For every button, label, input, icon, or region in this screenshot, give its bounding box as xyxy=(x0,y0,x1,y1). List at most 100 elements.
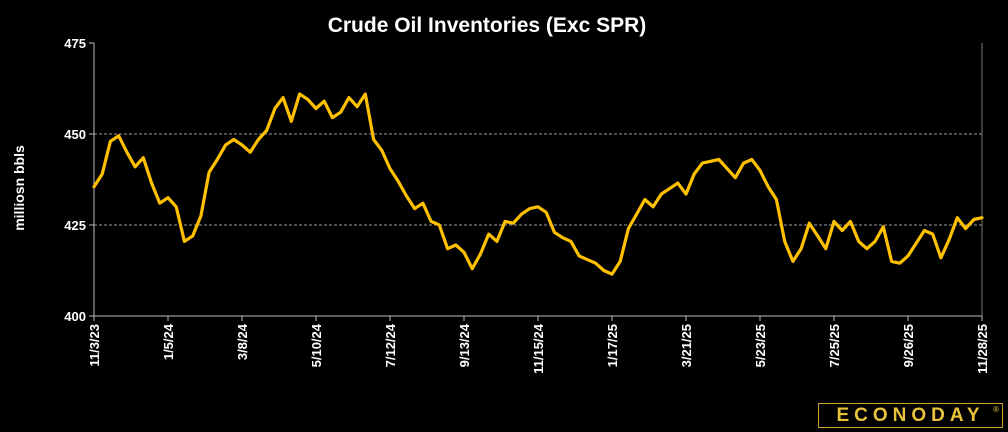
x-tick-label-5: 9/13/24 xyxy=(457,323,472,367)
data-point-106 xyxy=(964,227,967,230)
data-point-47 xyxy=(479,253,482,255)
x-tick-label-12: 11/28/25 xyxy=(975,324,990,374)
data-point-52 xyxy=(520,213,523,215)
data-point-19 xyxy=(249,151,252,153)
data-point-96 xyxy=(882,226,885,228)
series-line xyxy=(92,92,984,276)
data-point-99 xyxy=(907,255,909,257)
data-point-105 xyxy=(956,216,959,219)
data-point-25 xyxy=(298,93,301,95)
data-point-89 xyxy=(824,247,827,250)
data-point-81 xyxy=(759,169,761,172)
data-point-39 xyxy=(413,207,416,210)
data-point-38 xyxy=(405,195,408,197)
data-point-59 xyxy=(578,255,580,257)
data-point-22 xyxy=(274,107,276,110)
data-point-102 xyxy=(931,233,934,235)
data-point-53 xyxy=(528,207,531,210)
data-point-23 xyxy=(282,96,284,99)
x-tick-label-7: 1/17/25 xyxy=(605,324,620,367)
econoday-logo: ECONODAY ® xyxy=(818,403,1003,428)
data-point-83 xyxy=(775,198,778,201)
data-point-86 xyxy=(800,247,802,250)
data-point-68 xyxy=(652,206,654,208)
data-point-11 xyxy=(183,240,186,243)
data-point-30 xyxy=(339,111,342,113)
data-point-28 xyxy=(323,100,326,103)
logo-registered-mark: ® xyxy=(993,405,999,414)
data-point-79 xyxy=(742,162,745,164)
data-point-67 xyxy=(644,198,646,201)
data-point-41 xyxy=(430,220,432,223)
data-point-40 xyxy=(422,202,424,204)
data-point-48 xyxy=(487,233,490,235)
data-point-49 xyxy=(496,240,498,243)
y-tick-label-475: 475 xyxy=(64,36,86,51)
data-point-73 xyxy=(693,173,696,175)
data-point-69 xyxy=(660,193,663,195)
x-tick-label-6: 11/15/24 xyxy=(531,323,546,374)
x-tick-label-1: 1/5/24 xyxy=(161,323,176,360)
data-point-56 xyxy=(553,231,556,234)
data-point-54 xyxy=(537,206,539,208)
data-point-92 xyxy=(849,220,852,223)
x-tick-label-2: 3/8/24 xyxy=(235,323,250,360)
x-tick-label-4: 7/12/24 xyxy=(383,323,398,367)
data-point-58 xyxy=(570,240,572,243)
data-point-45 xyxy=(463,251,465,254)
data-point-90 xyxy=(833,220,835,223)
data-point-5 xyxy=(134,165,136,168)
data-point-108 xyxy=(981,216,983,219)
data-point-50 xyxy=(504,220,506,223)
x-tick-label-9: 5/23/25 xyxy=(753,324,768,367)
data-point-13 xyxy=(200,215,202,217)
data-point-100 xyxy=(915,242,918,244)
data-point-7 xyxy=(150,182,153,184)
data-point-72 xyxy=(685,193,687,195)
x-tick-label-10: 7/25/25 xyxy=(827,324,842,367)
data-point-101 xyxy=(923,229,926,232)
data-point-70 xyxy=(668,187,671,190)
logo-text: ECONODAY xyxy=(836,404,985,426)
data-point-85 xyxy=(792,260,794,263)
x-tick-label-11: 9/26/25 xyxy=(901,324,916,367)
data-point-42 xyxy=(438,224,441,226)
data-point-32 xyxy=(356,105,358,108)
y-tick-label-450: 450 xyxy=(64,127,86,142)
data-point-10 xyxy=(175,206,178,208)
data-point-21 xyxy=(265,129,268,132)
data-point-66 xyxy=(635,213,638,215)
data-point-29 xyxy=(331,116,334,119)
data-point-71 xyxy=(676,182,679,184)
data-point-76 xyxy=(718,158,720,161)
data-point-93 xyxy=(857,240,860,243)
chart-title: Crude Oil Inventories (Exc SPR) xyxy=(328,14,647,37)
x-tick-label-8: 3/21/25 xyxy=(679,324,694,367)
x-tick-label-0: 11/3/23 xyxy=(87,324,102,367)
data-point-33 xyxy=(364,93,367,95)
data-point-95 xyxy=(874,240,876,243)
data-point-12 xyxy=(191,235,194,237)
data-point-17 xyxy=(232,138,235,141)
data-point-84 xyxy=(783,240,786,243)
y-tick-label-400: 400 xyxy=(64,309,86,324)
data-point-87 xyxy=(808,222,811,224)
data-point-4 xyxy=(126,151,128,153)
data-point-3 xyxy=(117,135,120,137)
data-point-15 xyxy=(216,158,219,161)
data-point-94 xyxy=(866,247,868,250)
y-axis-label: milliosn bbls xyxy=(11,145,27,231)
data-point-77 xyxy=(726,167,728,170)
data-point-9 xyxy=(167,196,169,199)
data-point-78 xyxy=(734,176,737,179)
data-point-37 xyxy=(397,180,400,183)
data-point-107 xyxy=(972,218,975,221)
data-point-65 xyxy=(627,227,630,230)
data-point-44 xyxy=(454,244,457,246)
data-point-74 xyxy=(701,162,704,164)
data-point-55 xyxy=(545,211,548,214)
data-point-91 xyxy=(841,229,844,232)
data-point-27 xyxy=(315,107,317,110)
data-point-18 xyxy=(241,144,243,146)
